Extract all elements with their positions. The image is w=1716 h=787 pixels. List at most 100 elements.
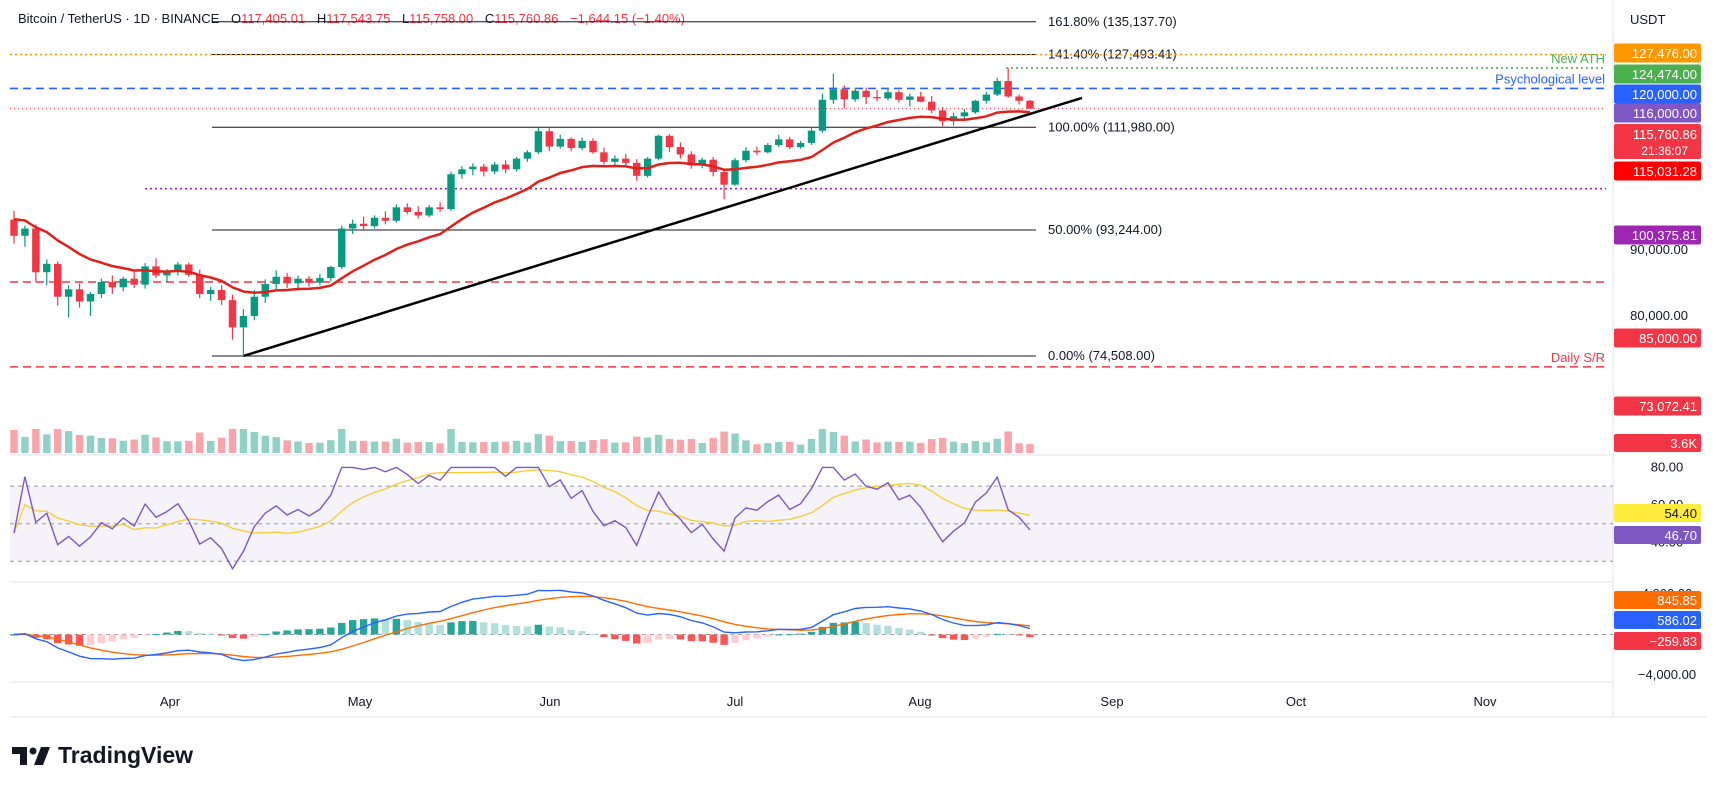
ema-50-line [13,110,1031,294]
ema-price-tag-bg [1614,161,1701,181]
open-value: 117,405.01 [241,11,305,26]
rsi-pane[interactable] [10,466,1613,571]
price-axis-tags: 127,476.00 124,474.00 120,000.00 100,375.81… [1614,43,1701,650]
volume-bar [720,431,728,453]
candle-body [884,92,892,99]
macd-histogram-bar [927,634,936,636]
macd-histogram-bar [676,634,685,640]
candle-body [370,217,379,227]
volume-bar [1015,443,1023,453]
candle-body [764,145,772,153]
macd-histogram-bar [818,626,827,635]
candle-body [840,89,848,100]
level-label: Daily S/R [1551,350,1605,365]
macd-histogram-bar [873,624,881,635]
macd-histogram-bar [392,618,401,635]
rsi-ma-tag: 54.40 [1664,506,1697,521]
volume-tag-bg [1614,434,1701,452]
volume-bar [305,442,313,453]
macd-pane[interactable] [10,589,1613,662]
macd-histogram-bar [840,622,848,635]
volume-bar [272,437,280,453]
macd-histogram-bar [742,634,750,641]
volume-bar [676,439,685,453]
candle-body [469,166,477,170]
volume-bar [512,440,521,453]
volume-bar [622,442,630,453]
macd-histogram-bar [993,633,1001,635]
volume-bar [993,438,1001,453]
candle-body [611,158,619,162]
macd-histogram-bar [381,619,390,635]
candle-body [436,207,444,210]
volume-bar [906,441,914,453]
macd-histogram-bar [436,624,444,635]
symbol-title: Bitcoin / TetherUS · 1D · BINANCE [18,11,220,26]
macd-histogram-bar [611,634,619,640]
macd-line [13,589,1031,662]
candle-body [119,278,127,288]
signal-tag-bg [1614,591,1701,609]
macd-histogram-bar [490,623,499,635]
volume-bar [534,434,543,453]
volume-bar [64,431,73,453]
volume-bar [501,441,510,453]
macd-histogram-bar [851,621,859,635]
volume-bar [818,429,827,453]
volume-bar [86,435,95,453]
volume-pane [10,429,1034,453]
macd-histogram-bar [720,634,728,645]
volume-bar [163,441,171,453]
time-tick-label: Aug [908,694,931,709]
candle-body [53,263,62,297]
macd-histogram-bar [622,634,630,641]
candle-body [927,101,936,111]
candle-body [425,207,433,216]
candle-body [600,152,608,162]
volume-bar [731,433,739,453]
candle-body [392,207,401,221]
volume-bar [75,434,84,453]
level-label: Psychological level [1495,71,1605,86]
volume-bar [217,437,226,453]
macd-histogram-bar [217,634,226,636]
candle-body [283,276,291,284]
volume-bar [196,432,204,453]
volume-bar [239,429,248,453]
level-price-tag-bg [1614,396,1701,416]
volume-bar [545,435,554,453]
candle-body [10,219,18,236]
candle-body [851,90,859,100]
macd-histogram-bar [228,634,237,639]
macd-histogram-bar [403,620,412,635]
candle-body [32,228,40,273]
macd-histogram-bar [294,629,302,635]
macd-histogram-bar [523,626,532,635]
candle-body [108,282,117,288]
time-tick-label: Oct [1286,694,1307,709]
macd-histogram-bar [75,634,84,646]
candle-body [86,294,95,302]
volume-bar [807,438,816,453]
price-pane[interactable]: 0.00% (74,508.00) 50.00% (93,244.00) 100.0… [10,14,1606,368]
volume-bar [381,441,390,453]
macd-histogram-bar [1026,634,1034,638]
macd-histogram-bar [141,634,149,636]
tradingview-brand[interactable]: TradingView [12,742,193,769]
volume-bar [785,441,794,453]
candle-body [305,278,313,283]
rsi-ma-line [13,469,1031,535]
time-tick-label: Nov [1473,694,1497,709]
candle-body [64,289,73,297]
volume-bar [185,440,193,453]
currency-label[interactable]: USDT [1630,12,1665,27]
macd-histogram-bar [785,634,794,636]
candle-body [272,276,280,284]
candle-body [480,166,488,172]
open-label: O [231,11,241,26]
volume-bar [960,443,969,453]
volume-bar [447,429,455,453]
macd-histogram-bar [512,625,521,635]
